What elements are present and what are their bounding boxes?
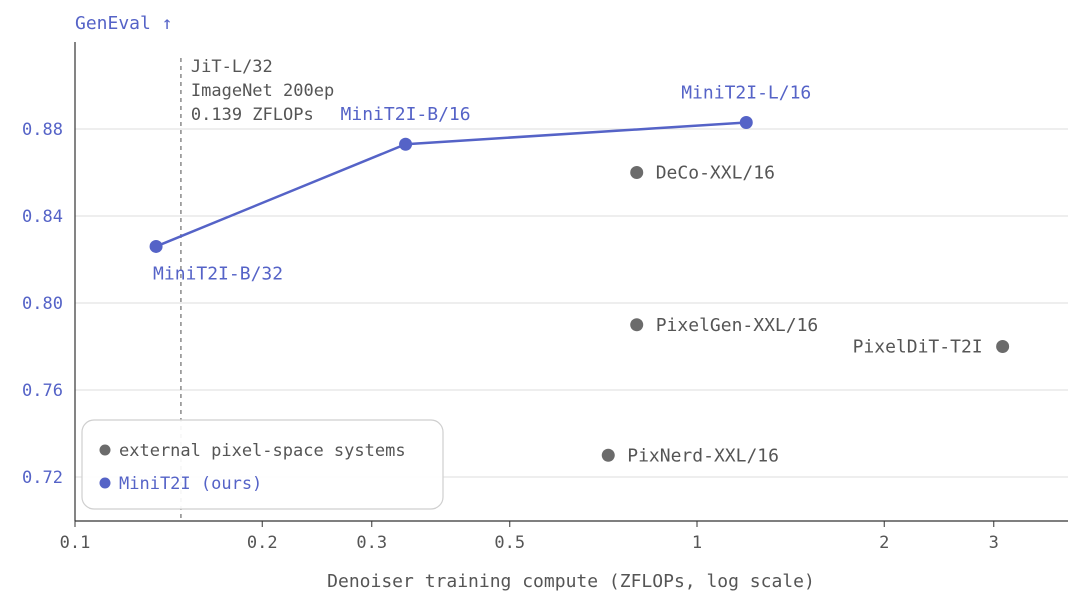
x-tick-label: 1 [692, 533, 702, 553]
point-pixelgen-xxl-16 [630, 318, 644, 332]
point-label-pixelgen-xxl-16: PixelGen-XXL/16 [656, 315, 819, 336]
data-points [149, 115, 1010, 462]
x-tick-label: 0.3 [356, 533, 387, 553]
x-tick-label: 0.1 [60, 533, 91, 553]
point-label-minit2i-b-16: MiniT2I-B/16 [341, 104, 471, 125]
legend-label: external pixel-space systems [119, 441, 406, 461]
x-tick-label: 0.5 [494, 533, 525, 553]
y-axis-title: GenEval ↑ [75, 13, 173, 34]
point-pixnerd-xxl-16 [601, 448, 615, 462]
y-tick-label: 0.72 [22, 468, 63, 488]
legend: external pixel-space systems MiniT2I (our… [81, 419, 444, 510]
series-lines [155, 121, 747, 248]
point-label-pixeldit-t2i: PixelDiT-T2I [853, 337, 983, 358]
legend-label: MiniT2I (ours) [119, 474, 262, 494]
point-minit2i-b-16 [399, 137, 413, 151]
x-tick-label: 0.2 [247, 533, 278, 553]
y-tick-labels: 0.72 0.76 0.80 0.84 0.88 [22, 120, 63, 488]
y-tick-label: 0.76 [22, 381, 63, 401]
point-deco-xxl-16 [630, 166, 644, 179]
reference-annotation-line: JiT-L/32 [191, 57, 273, 77]
legend-marker [99, 444, 111, 456]
point-labels: MiniT2I-B/32 MiniT2I-B/16 MiniT2I-L/16 DeCo… [153, 82, 983, 466]
grid-lines [75, 128, 1068, 478]
point-label-minit2i-b-32: MiniT2I-B/32 [153, 263, 283, 284]
reference-annotation-line: ImageNet 200ep [191, 81, 334, 101]
x-tick-labels: 0.1 0.2 0.3 0.5 1 2 3 [60, 521, 999, 553]
legend-marker [99, 477, 111, 489]
point-label-minit2i-l-16: MiniT2I-L/16 [681, 82, 811, 103]
x-tick-label: 2 [879, 533, 889, 553]
x-tick-label: 3 [989, 533, 999, 553]
reference-annotation-line: 0.139 ZFLOPs [191, 105, 314, 125]
y-tick-label: 0.88 [22, 120, 63, 140]
reference-annotation: JiT-L/32 ImageNet 200ep 0.139 ZFLOPs [191, 57, 334, 125]
x-axis-title: Denoiser training compute (ZFLOPs, log s… [327, 571, 815, 592]
point-pixeldit-t2i [996, 340, 1010, 353]
point-minit2i-b-32 [149, 239, 163, 253]
point-label-deco-xxl-16: DeCo-XXL/16 [656, 163, 775, 184]
point-minit2i-l-16 [739, 115, 753, 129]
legend-box [81, 419, 444, 510]
y-tick-label: 0.84 [22, 207, 63, 227]
y-tick-label: 0.80 [22, 294, 63, 314]
series-line-minit2i [155, 121, 747, 248]
point-label-pixnerd-xxl-16: PixNerd-XXL/16 [627, 445, 779, 466]
axes [74, 42, 1068, 522]
